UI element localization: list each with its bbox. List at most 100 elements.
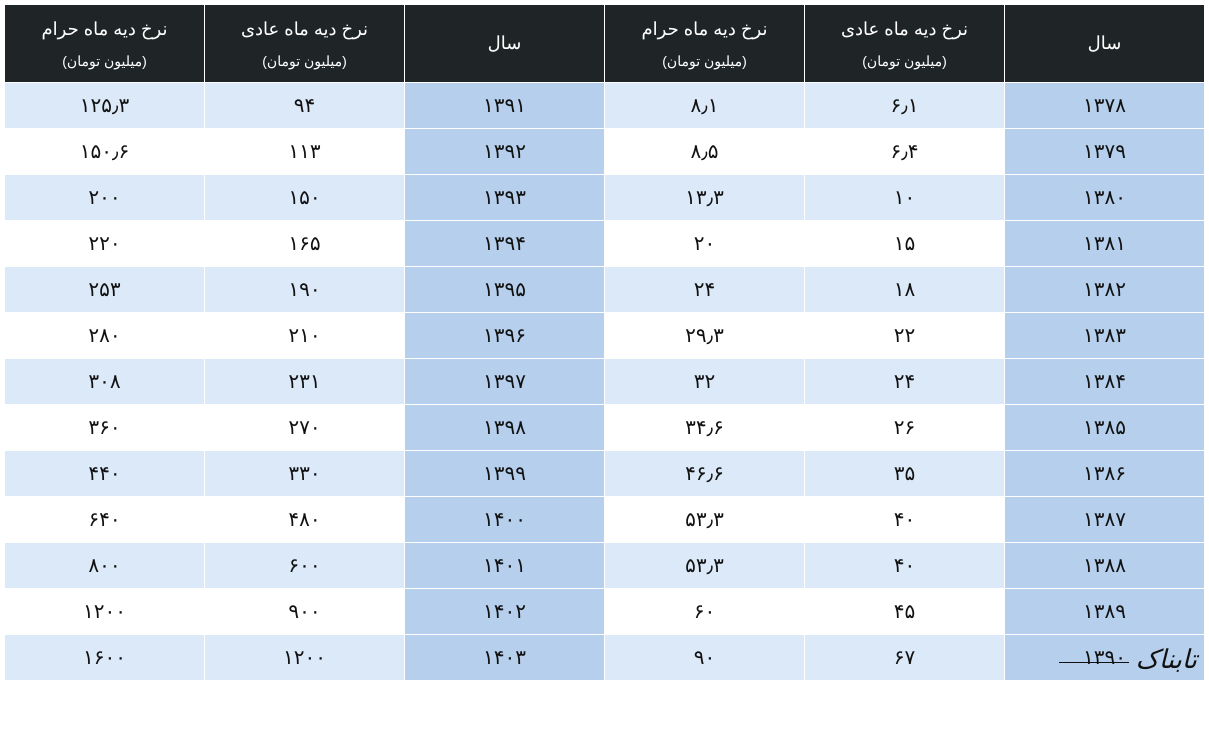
cell-normal-right: ۱۰ <box>805 175 1005 221</box>
cell-year-right: ۱۳۸۵ <box>1005 405 1205 451</box>
header-year-left: سال <box>405 5 605 83</box>
header-year-main: سال <box>1088 33 1122 53</box>
table-row: ۱۳۸۸۴۰۵۳٫۳۱۴۰۱۶۰۰۸۰۰ <box>5 543 1205 589</box>
cell-haram-left: ۴۴۰ <box>5 451 205 497</box>
cell-year-right: ۱۳۸۱ <box>1005 221 1205 267</box>
cell-haram-right: ۳۲ <box>605 359 805 405</box>
cell-haram-right: ۸٫۵ <box>605 129 805 175</box>
table-row: ۱۳۸۹۴۵۶۰۱۴۰۲۹۰۰۱۲۰۰ <box>5 589 1205 635</box>
cell-haram-right: ۲۰ <box>605 221 805 267</box>
cell-haram-left: ۲۲۰ <box>5 221 205 267</box>
header-normal-right: نرخ دیه ماه عادی (میلیون تومان) <box>805 5 1005 83</box>
cell-year-right: ۱۳۸۲ <box>1005 267 1205 313</box>
cell-normal-right: ۱۸ <box>805 267 1005 313</box>
cell-year-left: ۱۳۹۳ <box>405 175 605 221</box>
table-row: ۱۳۸۴۲۴۳۲۱۳۹۷۲۳۱۳۰۸ <box>5 359 1205 405</box>
cell-normal-left: ۱۵۰ <box>205 175 405 221</box>
cell-haram-left: ۸۰۰ <box>5 543 205 589</box>
header-haram-left: نرخ دیه ماه حرام (میلیون تومان) <box>5 5 205 83</box>
table-row: ۱۳۷۸۶٫۱۸٫۱۱۳۹۱۹۴۱۲۵٫۳ <box>5 83 1205 129</box>
cell-year-left: ۱۴۰۰ <box>405 497 605 543</box>
cell-haram-right: ۶۰ <box>605 589 805 635</box>
cell-year-right: ۱۳۹۰ <box>1005 635 1205 681</box>
cell-haram-right: ۵۳٫۳ <box>605 543 805 589</box>
header-haram-main: نرخ دیه ماه حرام <box>642 19 768 39</box>
cell-haram-left: ۳۶۰ <box>5 405 205 451</box>
cell-normal-left: ۱۲۰۰ <box>205 635 405 681</box>
data-table: سال نرخ دیه ماه عادی (میلیون تومان) نرخ … <box>4 4 1205 681</box>
diya-rates-table: سال نرخ دیه ماه عادی (میلیون تومان) نرخ … <box>4 4 1205 681</box>
cell-normal-left: ۲۱۰ <box>205 313 405 359</box>
cell-year-left: ۱۴۰۳ <box>405 635 605 681</box>
header-year-main-2: سال <box>488 33 522 53</box>
header-normal-sub-2: (میلیون تومان) <box>211 50 398 72</box>
cell-year-right: ۱۳۸۴ <box>1005 359 1205 405</box>
cell-year-left: ۱۳۹۵ <box>405 267 605 313</box>
cell-haram-right: ۴۶٫۶ <box>605 451 805 497</box>
cell-normal-left: ۳۳۰ <box>205 451 405 497</box>
header-haram-sub-2: (میلیون تومان) <box>11 50 198 72</box>
cell-normal-left: ۱۹۰ <box>205 267 405 313</box>
cell-normal-left: ۶۰۰ <box>205 543 405 589</box>
cell-normal-left: ۲۳۱ <box>205 359 405 405</box>
cell-haram-left: ۶۴۰ <box>5 497 205 543</box>
cell-haram-left: ۳۰۸ <box>5 359 205 405</box>
cell-year-right: ۱۳۸۷ <box>1005 497 1205 543</box>
cell-year-right: ۱۳۷۹ <box>1005 129 1205 175</box>
cell-haram-left: ۱۶۰۰ <box>5 635 205 681</box>
cell-year-left: ۱۳۹۶ <box>405 313 605 359</box>
table-row: ۱۳۸۷۴۰۵۳٫۳۱۴۰۰۴۸۰۶۴۰ <box>5 497 1205 543</box>
cell-normal-right: ۲۲ <box>805 313 1005 359</box>
table-body: ۱۳۷۸۶٫۱۸٫۱۱۳۹۱۹۴۱۲۵٫۳۱۳۷۹۶٫۴۸٫۵۱۳۹۲۱۱۳۱۵… <box>5 83 1205 681</box>
cell-haram-left: ۱۵۰٫۶ <box>5 129 205 175</box>
table-row: ۱۳۹۰۶۷۹۰۱۴۰۳۱۲۰۰۱۶۰۰ <box>5 635 1205 681</box>
cell-haram-right: ۹۰ <box>605 635 805 681</box>
header-normal-main: نرخ دیه ماه عادی <box>841 19 968 39</box>
cell-haram-left: ۱۲۵٫۳ <box>5 83 205 129</box>
cell-year-right: ۱۳۸۳ <box>1005 313 1205 359</box>
cell-normal-left: ۹۰۰ <box>205 589 405 635</box>
cell-year-left: ۱۳۹۲ <box>405 129 605 175</box>
cell-year-left: ۱۳۹۹ <box>405 451 605 497</box>
table-row: ۱۳۸۱۱۵۲۰۱۳۹۴۱۶۵۲۲۰ <box>5 221 1205 267</box>
cell-haram-left: ۲۰۰ <box>5 175 205 221</box>
cell-year-right: ۱۳۸۰ <box>1005 175 1205 221</box>
cell-normal-right: ۲۶ <box>805 405 1005 451</box>
cell-normal-left: ۱۱۳ <box>205 129 405 175</box>
header-year-right: سال <box>1005 5 1205 83</box>
cell-haram-right: ۳۴٫۶ <box>605 405 805 451</box>
cell-year-right: ۱۳۸۸ <box>1005 543 1205 589</box>
cell-haram-left: ۱۲۰۰ <box>5 589 205 635</box>
cell-normal-right: ۴۰ <box>805 497 1005 543</box>
cell-haram-right: ۲۴ <box>605 267 805 313</box>
table-row: ۱۳۸۶۳۵۴۶٫۶۱۳۹۹۳۳۰۴۴۰ <box>5 451 1205 497</box>
cell-haram-right: ۱۳٫۳ <box>605 175 805 221</box>
cell-year-left: ۱۴۰۲ <box>405 589 605 635</box>
table-row: ۱۳۸۲۱۸۲۴۱۳۹۵۱۹۰۲۵۳ <box>5 267 1205 313</box>
cell-haram-left: ۲۵۳ <box>5 267 205 313</box>
table-row: ۱۳۸۰۱۰۱۳٫۳۱۳۹۳۱۵۰۲۰۰ <box>5 175 1205 221</box>
cell-normal-left: ۲۷۰ <box>205 405 405 451</box>
header-normal-left: نرخ دیه ماه عادی (میلیون تومان) <box>205 5 405 83</box>
cell-haram-right: ۵۳٫۳ <box>605 497 805 543</box>
cell-year-left: ۱۳۹۱ <box>405 83 605 129</box>
cell-normal-right: ۶٫۱ <box>805 83 1005 129</box>
cell-normal-right: ۲۴ <box>805 359 1005 405</box>
header-haram-right: نرخ دیه ماه حرام (میلیون تومان) <box>605 5 805 83</box>
cell-normal-left: ۴۸۰ <box>205 497 405 543</box>
header-haram-sub: (میلیون تومان) <box>611 50 798 72</box>
cell-normal-right: ۴۵ <box>805 589 1005 635</box>
cell-normal-right: ۱۵ <box>805 221 1005 267</box>
table-row: ۱۳۸۵۲۶۳۴٫۶۱۳۹۸۲۷۰۳۶۰ <box>5 405 1205 451</box>
table-row: ۱۳۸۳۲۲۲۹٫۳۱۳۹۶۲۱۰۲۸۰ <box>5 313 1205 359</box>
header-haram-main-2: نرخ دیه ماه حرام <box>42 19 168 39</box>
cell-year-left: ۱۳۹۷ <box>405 359 605 405</box>
header-normal-sub: (میلیون تومان) <box>811 50 998 72</box>
cell-year-right: ۱۳۸۹ <box>1005 589 1205 635</box>
cell-haram-right: ۲۹٫۳ <box>605 313 805 359</box>
cell-haram-left: ۲۸۰ <box>5 313 205 359</box>
cell-normal-right: ۴۰ <box>805 543 1005 589</box>
cell-year-right: ۱۳۸۶ <box>1005 451 1205 497</box>
cell-year-left: ۱۳۹۴ <box>405 221 605 267</box>
cell-normal-right: ۳۵ <box>805 451 1005 497</box>
